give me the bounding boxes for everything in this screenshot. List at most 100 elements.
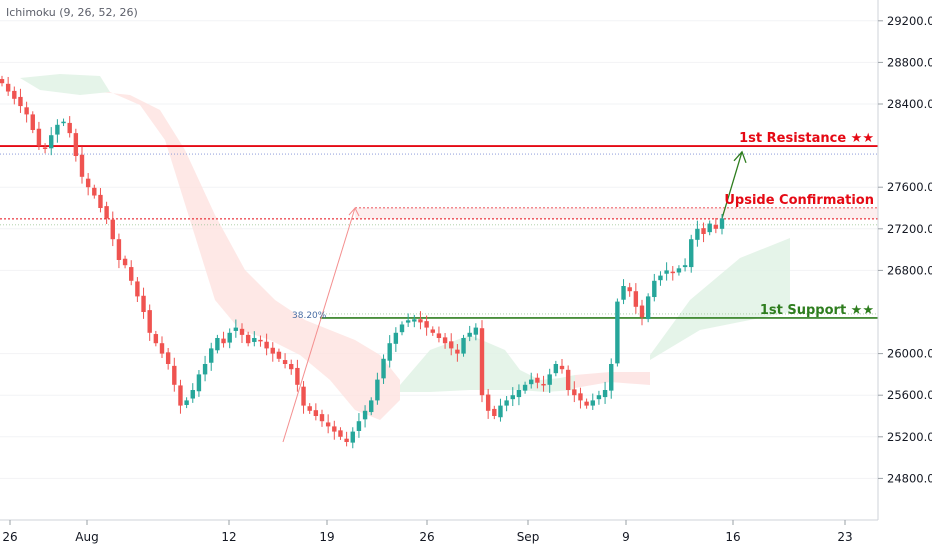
price-level-lines [0,145,878,319]
x-tick-label: 9 [622,530,630,544]
candle-body [18,96,23,107]
candle-body [658,275,663,281]
arrowhead [348,207,360,217]
candle-body [387,343,392,361]
y-tick-label: 25600.0 [887,388,932,402]
candle-body [85,178,91,188]
candle-body [405,320,411,323]
candle-body [209,348,214,363]
candle-body [245,334,251,344]
candle-body [541,383,546,386]
candle-body [258,339,263,342]
candle-body [67,122,72,134]
candle-body [110,219,115,240]
candle-body [424,321,429,328]
candle-body [510,395,515,400]
candle-body [381,358,386,379]
candle-body [590,400,595,406]
level-labels: 27995.41st Resistance ★★27400.4Upside Co… [292,131,932,328]
candle-body [719,218,725,229]
candle-body [442,337,448,344]
candle-body [615,301,620,364]
candle-body [252,338,257,342]
time-axis[interactable]: 26 Aug 12 19 26 Sep 9 16 23 [2,520,853,544]
candle-body [30,114,35,130]
candle-body [713,224,719,229]
price-axis-bg [878,0,932,520]
candle-body [42,147,48,149]
candle-body [221,338,226,344]
price-axis[interactable]: 29200.0 28800.0 28400.0 27600.0 27200.0 26800… [878,14,932,486]
candle-body [49,135,54,149]
candle-body [301,386,306,406]
candle-body [393,332,399,344]
ichimoku-cloud [20,74,790,420]
candle-body [682,265,688,268]
candle-body [196,374,202,392]
candle-body [664,270,669,274]
candle-body [596,395,602,400]
candle-body [116,239,122,260]
candle-body [227,332,232,343]
candle-body [485,394,491,411]
candle-body [602,390,608,398]
candle-body [621,286,626,300]
candle-body [455,349,460,354]
candle-body [559,365,565,370]
candle-body [412,319,417,322]
x-tick-label: 23 [837,530,852,544]
candles [0,75,725,449]
candle-body [565,369,571,390]
y-tick-label: 24800.0 [887,471,932,485]
x-tick-label: 26 [419,530,434,544]
candle-body [104,206,109,219]
candle-body [24,107,29,115]
candle-body [270,347,275,354]
candle-body [141,295,146,312]
fib-projection-arrow [282,207,356,443]
y-tick-label: 28400.0 [887,97,932,111]
x-tick-label: 16 [725,530,740,544]
indicator-label[interactable]: Ichimoku (9, 26, 52, 26) [6,6,138,19]
x-tick-label: 12 [221,530,236,544]
candle-body [325,422,331,427]
confirmation-zone [355,207,878,219]
candle-body [36,128,42,146]
candle-body [578,393,583,401]
candle-body [362,410,368,420]
candle-body [516,390,522,398]
x-tick-label: Aug [75,530,98,544]
candle-body [529,379,534,385]
candle-body [369,400,374,413]
level-name: 1st Support ★★ [760,303,874,318]
candle-body [215,338,220,351]
candle-body [695,228,700,240]
y-tick-label: 29200.0 [887,14,932,28]
projection-arrows [282,150,747,443]
candle-body [159,343,165,354]
candle-body [492,408,497,416]
candle-body [627,287,632,292]
candle-body [547,374,552,385]
candle-body [498,405,503,418]
candle-body [165,352,171,364]
candle-body [190,390,195,399]
candle-body [332,426,337,432]
candle-body [689,239,694,268]
candle-body [535,377,540,383]
candle-body [436,333,442,338]
candle-body [572,389,577,396]
candle-body [639,305,645,318]
candle-body [350,431,355,443]
candle-body [79,154,85,177]
y-tick-label: 27200.0 [887,222,932,236]
x-tick-label: 19 [319,530,334,544]
level-name: 1st Resistance ★★ [739,131,874,146]
bearish-cloud [100,92,400,420]
candle-body [135,281,140,297]
candle-body [504,400,509,406]
candle-body [98,194,103,208]
candle-body [55,124,60,135]
candle-body [609,364,614,391]
